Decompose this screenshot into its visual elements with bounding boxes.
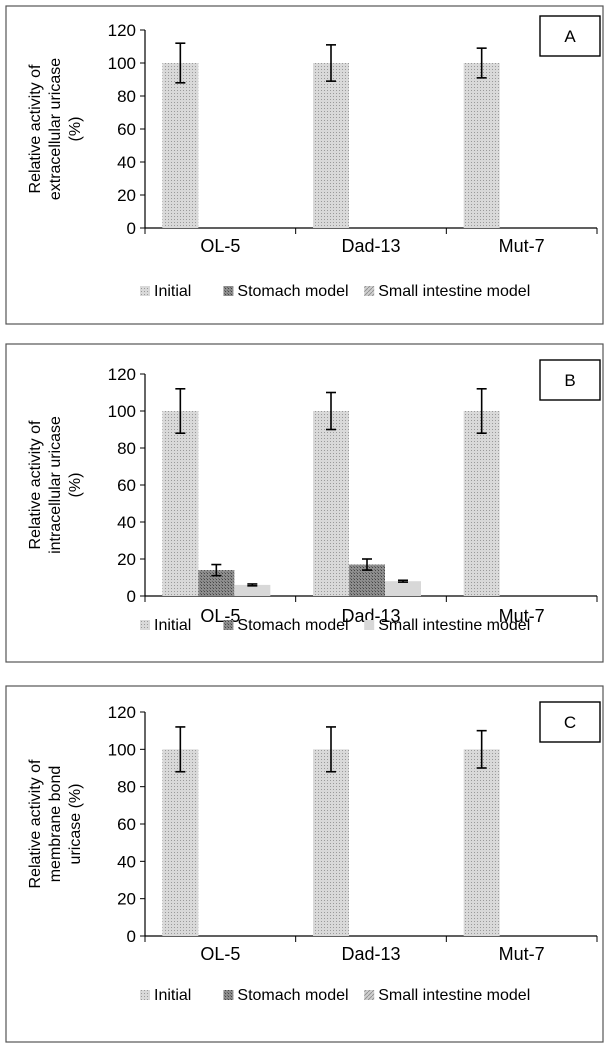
- legend: Initial Stomach model Small intestine mode…: [140, 987, 530, 1004]
- y-tick-label: 120: [108, 21, 136, 40]
- bar-initial: [313, 411, 349, 596]
- x-tick-label: Mut-7: [499, 944, 545, 964]
- panel-frame: [5, 5, 604, 325]
- legend-swatch: [364, 990, 375, 1000]
- y-tick-label: 20: [117, 186, 136, 205]
- legend-swatch: [140, 990, 150, 1000]
- y-tick-label: 100: [108, 740, 136, 759]
- y-tick-label: 20: [117, 550, 136, 569]
- panel-label-box: [539, 15, 601, 57]
- legend-swatch: [140, 286, 150, 296]
- chart-panel-c: 0 20 40 60 80 100 120 Relative activity of membr…: [5, 685, 604, 1043]
- y-tick-label: 80: [117, 778, 136, 797]
- legend-label: Initial: [154, 617, 191, 634]
- y-tick-label: 80: [117, 439, 136, 458]
- bar-initial: [463, 749, 500, 936]
- legend: Initial Stomach model Small intestine mode…: [140, 617, 530, 634]
- panel-label-box: [539, 701, 601, 743]
- legend: Initial Stomach model Small intestine mode…: [140, 283, 530, 300]
- y-axis-label: extracellular uricase: [47, 58, 64, 200]
- legend-label: Small intestine model: [378, 283, 530, 300]
- bar-small-intestine-model: [385, 581, 421, 596]
- x-tick-label: Mut-7: [499, 606, 545, 626]
- legend-label: Small intestine model: [378, 987, 530, 1004]
- x-tick-label: Mut-7: [499, 236, 545, 256]
- y-tick-label: 0: [127, 927, 136, 946]
- y-tick-label: 80: [117, 87, 136, 106]
- x-tick-label: Dad-13: [341, 944, 400, 964]
- y-axis-label: (%): [67, 117, 84, 142]
- legend-swatch: [140, 620, 150, 630]
- legend-label: Stomach model: [237, 617, 348, 634]
- panel-label: A: [564, 27, 576, 46]
- y-tick-label: 40: [117, 153, 136, 172]
- y-tick-label: 60: [117, 815, 136, 834]
- x-tick-label: OL-5: [200, 606, 240, 626]
- legend-label: Stomach model: [237, 987, 348, 1004]
- y-axis-label: (%): [67, 473, 84, 498]
- x-tick-label: Dad-13: [341, 236, 400, 256]
- chart-panel-b: 0 20 40 60 80 100 120 Relative activity of intra…: [5, 343, 604, 663]
- y-tick-label: 120: [108, 703, 136, 722]
- y-axis-label: uricase (%): [67, 784, 84, 865]
- legend-swatch: [223, 286, 234, 296]
- legend-swatch: [223, 990, 234, 1000]
- legend-swatch: [364, 286, 375, 296]
- y-tick-label: 40: [117, 852, 136, 871]
- chart-panel-a: 0 20 40 60 80 100 120 Relative activity of extra…: [5, 5, 604, 325]
- panel-frame: [5, 343, 604, 663]
- legend-label: Small intestine model: [378, 617, 530, 634]
- y-axis-label: Relative activity of: [27, 420, 44, 549]
- y-axis-label: membrane bond: [47, 766, 64, 883]
- legend-label: Initial: [154, 283, 191, 300]
- bar-initial: [463, 411, 500, 596]
- x-tick-label: Dad-13: [341, 606, 400, 626]
- bar-initial: [162, 749, 199, 936]
- bar-initial: [162, 63, 199, 228]
- legend-label: Initial: [154, 987, 191, 1004]
- y-tick-label: 120: [108, 365, 136, 384]
- legend-label: Stomach model: [237, 283, 348, 300]
- bar-initial: [463, 63, 500, 228]
- y-axis-label: Relative activity of: [27, 64, 44, 193]
- y-tick-label: 20: [117, 890, 136, 909]
- y-tick-label: 60: [117, 476, 136, 495]
- bar-small-intestine-model: [234, 584, 271, 596]
- y-axis-label: intracellular uricase: [47, 416, 64, 554]
- panel-label: C: [564, 713, 576, 732]
- bar-initial: [162, 411, 199, 596]
- bar-initial: [313, 63, 349, 228]
- y-tick-label: 60: [117, 120, 136, 139]
- y-tick-label: 0: [127, 219, 136, 238]
- legend-swatch: [364, 620, 375, 630]
- panel-label: B: [564, 371, 575, 390]
- y-tick-label: 0: [127, 587, 136, 606]
- x-tick-label: OL-5: [200, 236, 240, 256]
- legend-swatch: [223, 620, 234, 630]
- x-tick-label: OL-5: [200, 944, 240, 964]
- panel-label-box: [539, 359, 601, 401]
- y-tick-label: 100: [108, 54, 136, 73]
- y-tick-label: 100: [108, 402, 136, 421]
- y-tick-label: 40: [117, 513, 136, 532]
- bar-initial: [313, 749, 349, 936]
- panel-frame: [5, 685, 604, 1043]
- y-axis-label: Relative activity of: [27, 759, 44, 888]
